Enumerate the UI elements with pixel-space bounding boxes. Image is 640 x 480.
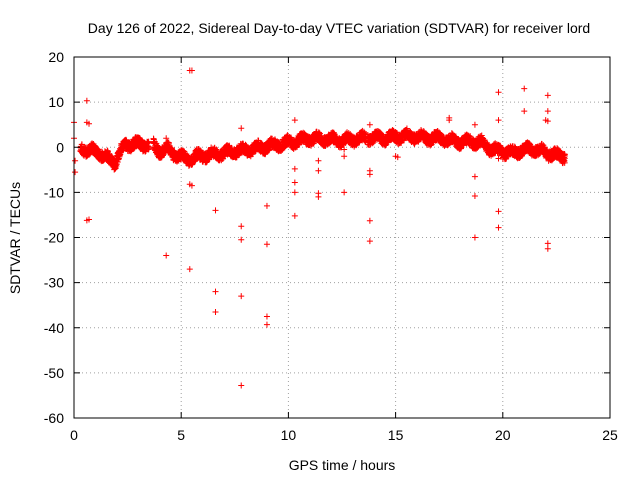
y-tick-label: 10 [48, 94, 64, 110]
data-points [71, 67, 568, 389]
data-point [521, 85, 528, 92]
data-point [366, 238, 373, 245]
chart-title: Day 126 of 2022, Sidereal Day-to-day VTE… [88, 20, 590, 36]
data-point [366, 171, 373, 178]
y-tick-label: -50 [44, 365, 64, 381]
data-point [72, 157, 79, 164]
data-point [341, 153, 348, 160]
data-point [495, 117, 502, 124]
data-point [471, 192, 478, 199]
axis-ticks: 0 5 10 15 20 25 -60 -50 -40 -30 -20 -10 0 10 20 [44, 49, 618, 443]
data-point [471, 121, 478, 128]
data-point [212, 308, 219, 315]
y-tick-label: 0 [56, 139, 64, 155]
data-point [238, 293, 245, 300]
data-point [544, 92, 551, 99]
data-point [263, 321, 270, 328]
x-axis-label: GPS time / hours [289, 457, 396, 473]
data-point [238, 223, 245, 230]
data-point [238, 236, 245, 243]
data-point [238, 382, 245, 389]
data-point [315, 157, 322, 164]
data-point [238, 125, 245, 132]
data-point [291, 117, 298, 124]
data-point [263, 241, 270, 248]
data-point [86, 120, 93, 127]
y-tick-label: -20 [44, 230, 64, 246]
y-tick-label: -10 [44, 184, 64, 200]
data-point [212, 207, 219, 214]
data-point [544, 240, 551, 247]
y-tick-label: -60 [44, 410, 64, 426]
data-point [145, 138, 152, 145]
data-point [394, 154, 401, 161]
data-point [366, 217, 373, 224]
x-tick-label: 25 [602, 427, 618, 443]
data-point [341, 146, 348, 153]
data-point [72, 169, 79, 176]
data-point [263, 202, 270, 209]
data-point [242, 141, 249, 148]
x-tick-label: 5 [177, 427, 185, 443]
data-point [495, 224, 502, 231]
data-point [315, 193, 322, 200]
data-point [186, 266, 193, 273]
data-point [495, 208, 502, 215]
data-point [495, 155, 502, 162]
data-point [263, 313, 270, 320]
data-point [561, 155, 568, 162]
x-tick-label: 10 [281, 427, 297, 443]
data-point [471, 234, 478, 241]
data-point [544, 118, 551, 125]
data-point [188, 67, 195, 74]
data-point [212, 288, 219, 295]
data-point [188, 182, 195, 189]
data-point [495, 89, 502, 96]
data-point [291, 179, 298, 186]
data-point [163, 135, 170, 142]
data-point [83, 97, 90, 104]
data-point [145, 145, 152, 152]
data-point [163, 252, 170, 259]
y-tick-label: 20 [48, 49, 64, 65]
data-point [544, 108, 551, 115]
data-point [291, 165, 298, 172]
data-point [471, 173, 478, 180]
y-axis-label: SDTVAR / TECUs [7, 182, 23, 294]
data-point [315, 167, 322, 174]
data-point [446, 117, 453, 124]
x-tick-label: 0 [70, 427, 78, 443]
y-tick-label: -30 [44, 275, 64, 291]
x-tick-label: 15 [388, 427, 404, 443]
x-tick-label: 20 [495, 427, 511, 443]
data-point [86, 216, 93, 223]
data-point [291, 212, 298, 219]
data-point [296, 141, 303, 148]
data-point [366, 121, 373, 128]
data-point [521, 108, 528, 115]
grid [74, 57, 610, 418]
data-point [544, 245, 551, 252]
y-tick-label: -40 [44, 320, 64, 336]
data-point [291, 189, 298, 196]
data-point [341, 189, 348, 196]
